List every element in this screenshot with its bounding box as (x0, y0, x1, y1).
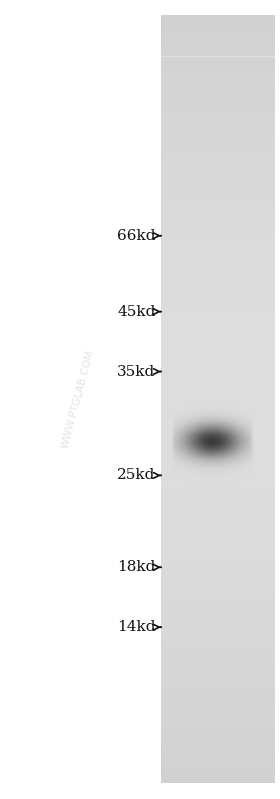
Text: 45kd: 45kd (117, 304, 155, 319)
Text: 35kd: 35kd (117, 364, 155, 379)
Text: WWW.PTGLAB.COM: WWW.PTGLAB.COM (60, 349, 96, 450)
Text: 18kd: 18kd (117, 560, 155, 574)
Text: 25kd: 25kd (117, 468, 155, 483)
Text: 66kd: 66kd (117, 229, 155, 243)
Text: 14kd: 14kd (117, 620, 155, 634)
